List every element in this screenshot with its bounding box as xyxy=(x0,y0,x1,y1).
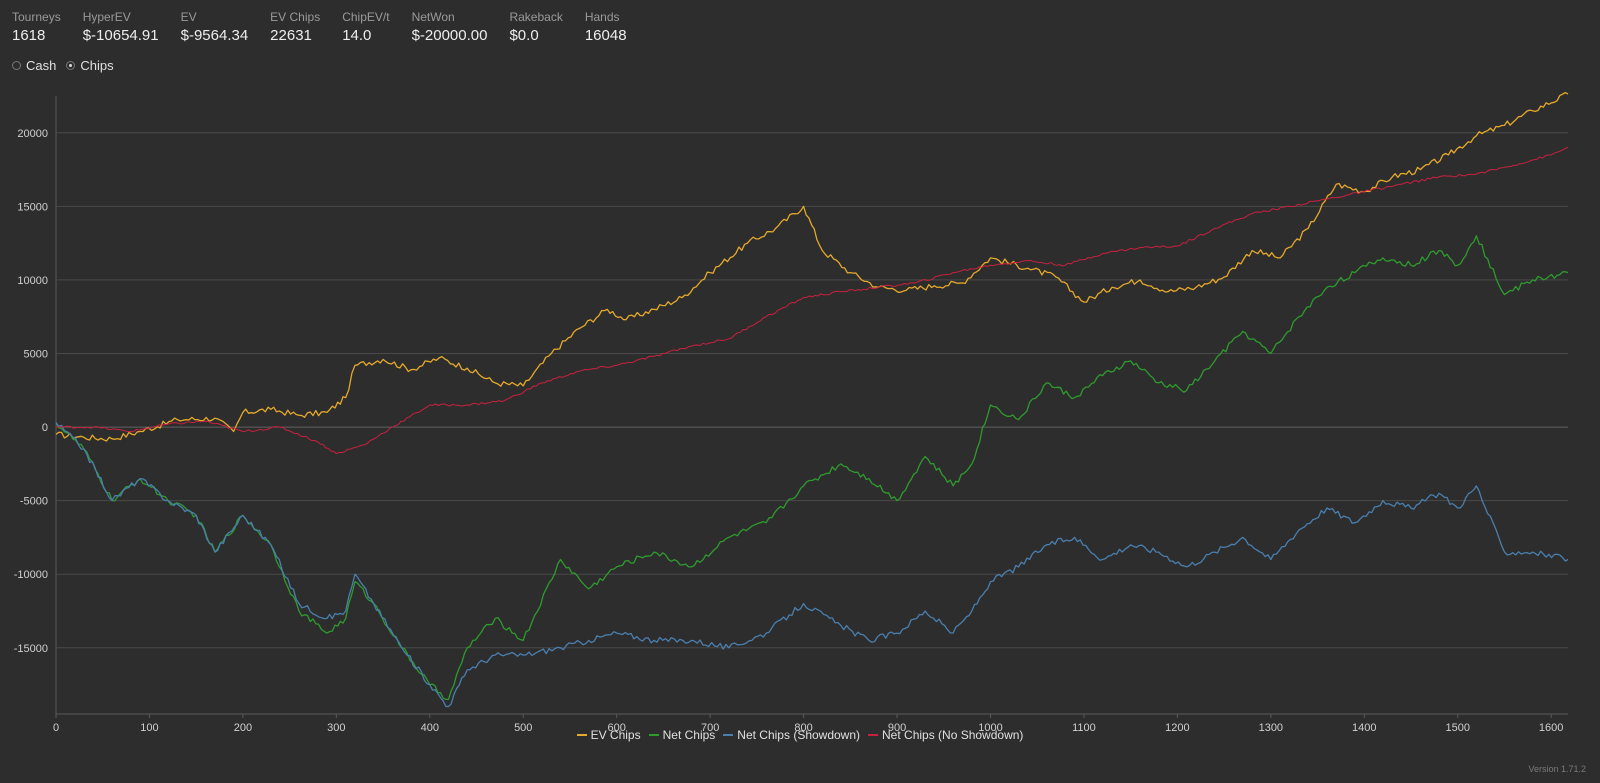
x-tick-label: 0 xyxy=(53,722,59,734)
mode-toggle: Cash Chips xyxy=(12,58,124,73)
legend-item[interactable]: Net Chips (Showdown) xyxy=(723,728,860,742)
stat-value: $-10654.91 xyxy=(82,27,159,44)
x-tick-label: 400 xyxy=(421,722,439,734)
y-tick-label: 15000 xyxy=(17,201,48,213)
legend-item[interactable]: EV Chips xyxy=(576,728,641,742)
cash-radio-label[interactable]: Cash xyxy=(26,58,57,73)
stats-bar: Tourneys 1618 HyperEV $-10654.91 EV $-9564.34… xyxy=(12,10,649,46)
stat-hands: Hands 16048 xyxy=(585,10,627,46)
stat-value: 14.0 xyxy=(342,27,372,44)
cash-radio[interactable]: Cash xyxy=(12,58,56,73)
stat-value: $0.0 xyxy=(509,27,539,44)
series-line-net-chips xyxy=(55,235,1569,701)
legend-label: EV Chips xyxy=(590,728,641,742)
legend-label: Net Chips (No Showdown) xyxy=(882,728,1024,742)
stat-label: EV Chips xyxy=(270,10,321,24)
x-tick-label: 800 xyxy=(794,722,812,734)
legend-item[interactable]: Net Chips xyxy=(648,728,716,742)
x-tick-label: 1400 xyxy=(1352,722,1376,734)
series-line-net-chips-showdown xyxy=(55,422,1569,708)
series-line-net-chips-no-showdown xyxy=(55,147,1569,455)
y-tick-label: -10000 xyxy=(14,569,48,581)
stat-value: 16048 xyxy=(584,27,627,44)
x-tick-label: 300 xyxy=(327,722,345,734)
chips-radio-label[interactable]: Chips xyxy=(80,58,114,73)
stat-label: Tourneys xyxy=(12,10,61,24)
chart-legend: EV Chips Net Chips Net Chips (Showdown) Net… xyxy=(0,728,1600,742)
legend-label: Net Chips (Showdown) xyxy=(737,728,861,742)
cash-radio-circle[interactable] xyxy=(12,61,21,70)
stat-value: 22631 xyxy=(270,27,312,44)
x-tick-label: 1200 xyxy=(1165,722,1189,734)
legend-label: Net Chips xyxy=(662,728,716,742)
stat-label: NetWon xyxy=(411,10,455,24)
stat-value: 1618 xyxy=(12,27,46,44)
stat-rakeback: Rakeback $0.0 xyxy=(509,10,562,46)
series-line-ev-chips xyxy=(55,91,1569,442)
stat-label: ChipEV/t xyxy=(342,10,390,24)
stat-label: Hands xyxy=(584,10,620,24)
stat-value: $-20000.00 xyxy=(411,27,488,44)
x-tick-label: 500 xyxy=(514,722,532,734)
y-tick-label: 5000 xyxy=(24,349,48,361)
version-label: Version 1.71.2 xyxy=(1528,764,1586,774)
stat-netwon: NetWon $-20000.00 xyxy=(412,10,488,46)
chips-radio-circle[interactable] xyxy=(66,61,76,70)
x-tick-label: 700 xyxy=(701,722,719,734)
stat-label: EV xyxy=(180,10,197,24)
stat-hyperev: HyperEV $-10654.91 xyxy=(83,10,159,46)
x-tick-label: 1300 xyxy=(1259,722,1283,734)
stat-label: HyperEV xyxy=(82,10,131,24)
legend-swatch xyxy=(576,734,587,736)
y-tick-label: 20000 xyxy=(17,128,48,140)
x-tick-label: 600 xyxy=(608,722,626,734)
x-tick-label: 1500 xyxy=(1445,722,1469,734)
x-tick-label: 1000 xyxy=(978,722,1002,734)
y-tick-label: 0 xyxy=(42,422,48,434)
x-tick-label: 1600 xyxy=(1539,722,1563,734)
stat-value: $-9564.34 xyxy=(180,27,249,44)
legend-swatch xyxy=(648,734,659,736)
stat-chipev-t: ChipEV/t 14.0 xyxy=(342,10,389,46)
legend-item[interactable]: Net Chips (No Showdown) xyxy=(868,728,1023,742)
chips-radio[interactable]: Chips xyxy=(66,58,114,73)
x-tick-label: 1100 xyxy=(1072,722,1096,734)
x-tick-label: 200 xyxy=(234,722,252,734)
x-tick-label: 900 xyxy=(888,722,906,734)
y-tick-label: -5000 xyxy=(20,496,48,508)
legend-swatch xyxy=(868,734,879,736)
stat-label: Rakeback xyxy=(509,10,563,24)
stat-ev: EV $-9564.34 xyxy=(181,10,249,46)
y-tick-label: 10000 xyxy=(17,275,48,287)
legend-swatch xyxy=(723,734,734,736)
stat-ev-chips: EV Chips 22631 xyxy=(270,10,320,46)
x-tick-label: 100 xyxy=(140,722,158,734)
stat-tourneys: Tourneys 1618 xyxy=(12,10,61,46)
y-tick-label: -15000 xyxy=(14,643,48,655)
